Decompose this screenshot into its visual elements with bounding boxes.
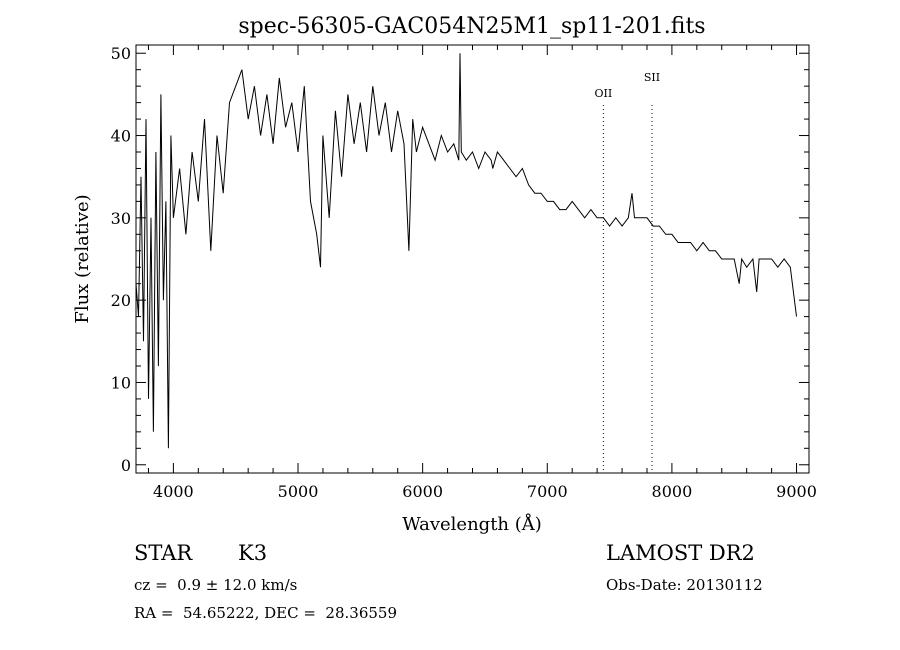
x-tick-label: 4000: [153, 482, 194, 501]
x-tick-label: 7000: [527, 482, 568, 501]
y-tick-label: 10: [111, 373, 131, 392]
axis-ticks: 4000 5000 6000 7000 8000 9000 0 10 20 30 40 50: [111, 44, 817, 501]
y-tick-label: 30: [111, 209, 131, 228]
object-class: STAR: [134, 541, 193, 565]
coordinates: RA = 54.65222, DEC = 28.36559: [134, 604, 398, 622]
x-tick-label: 6000: [402, 482, 443, 501]
y-axis-label: Flux (relative): [72, 194, 93, 323]
plot-frame: [135, 44, 810, 474]
x-axis-label: Wavelength (Å): [402, 513, 542, 535]
x-tick-label: 5000: [278, 482, 319, 501]
spectrum-line: [135, 53, 797, 449]
y-tick-label: 0: [121, 456, 131, 475]
annotation-label: OII: [595, 87, 613, 100]
y-tick-label: 20: [111, 291, 131, 310]
x-tick-label: 9000: [776, 482, 817, 501]
subclass: K3: [238, 541, 268, 565]
x-tick-label: 8000: [652, 482, 693, 501]
y-tick-label: 40: [111, 127, 131, 146]
line-annotations: OII SII: [595, 71, 660, 473]
y-tick-label: 50: [111, 44, 131, 63]
obs-date: Obs-Date: 20130112: [606, 576, 763, 594]
velocity-readout: cz = 0.9 ± 12.0 km/s: [134, 576, 298, 594]
survey-name: LAMOST DR2: [606, 541, 755, 565]
chart-title: spec-56305-GAC054N25M1_sp11-201.fits: [238, 14, 705, 39]
annotation-label: SII: [644, 71, 660, 84]
